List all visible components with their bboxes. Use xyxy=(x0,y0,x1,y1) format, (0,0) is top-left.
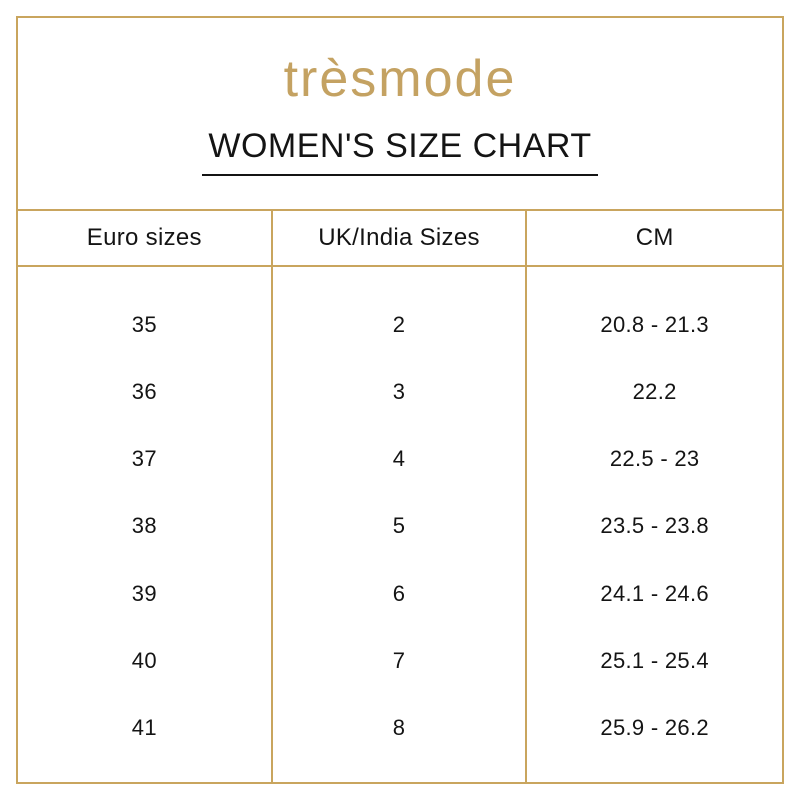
table-cell: 25.1 - 25.4 xyxy=(600,648,709,674)
table-cell: 35 xyxy=(18,291,273,359)
table-spacer xyxy=(273,267,528,291)
table-cell: 8 xyxy=(273,694,528,762)
table-cell: 36 xyxy=(18,358,273,426)
page-title: WOMEN'S SIZE CHART xyxy=(202,126,598,176)
table-cell: 7 xyxy=(273,627,528,695)
table-cell: 41 xyxy=(18,694,273,762)
table-spacer xyxy=(273,761,528,782)
table-cell: 6 xyxy=(273,560,528,628)
table-cell: 37 xyxy=(18,425,273,493)
size-table: Euro sizes UK/India Sizes CM 35 2 20.8 -… xyxy=(18,209,782,782)
table-cell: 39 xyxy=(18,560,273,628)
column-header-uk-india-sizes: UK/India Sizes xyxy=(272,211,528,267)
table-spacer xyxy=(527,267,782,291)
table-cell: 20.8 - 21.3 xyxy=(600,311,709,337)
table-cell: 4 xyxy=(273,425,528,493)
table-cell: 2 xyxy=(273,291,528,359)
table-spacer xyxy=(18,761,273,782)
table-cell: 25.9 - 26.2 xyxy=(600,715,709,741)
table-cell: 24.1 - 24.6 xyxy=(600,580,709,606)
table-cell: 22.5 - 23 xyxy=(609,446,700,472)
table-cell: 23.5 - 23.8 xyxy=(600,513,709,539)
table-spacer xyxy=(527,762,782,782)
table-cell: 40 xyxy=(18,627,273,695)
brand-logo: trèsmode xyxy=(283,50,517,108)
table-cell: 5 xyxy=(273,492,528,561)
brand-header: trèsmode WOMEN'S SIZE CHART xyxy=(18,18,782,209)
gold-frame: trèsmode WOMEN'S SIZE CHART Euro sizes U… xyxy=(16,16,784,784)
column-header-euro-sizes: Euro sizes xyxy=(18,211,273,267)
column-header-cm: CM xyxy=(527,211,782,267)
table-cell: 22.2 xyxy=(632,378,677,404)
table-cell: 3 xyxy=(273,358,528,426)
table-cell: 38 xyxy=(18,492,273,561)
table-spacer xyxy=(18,267,273,291)
